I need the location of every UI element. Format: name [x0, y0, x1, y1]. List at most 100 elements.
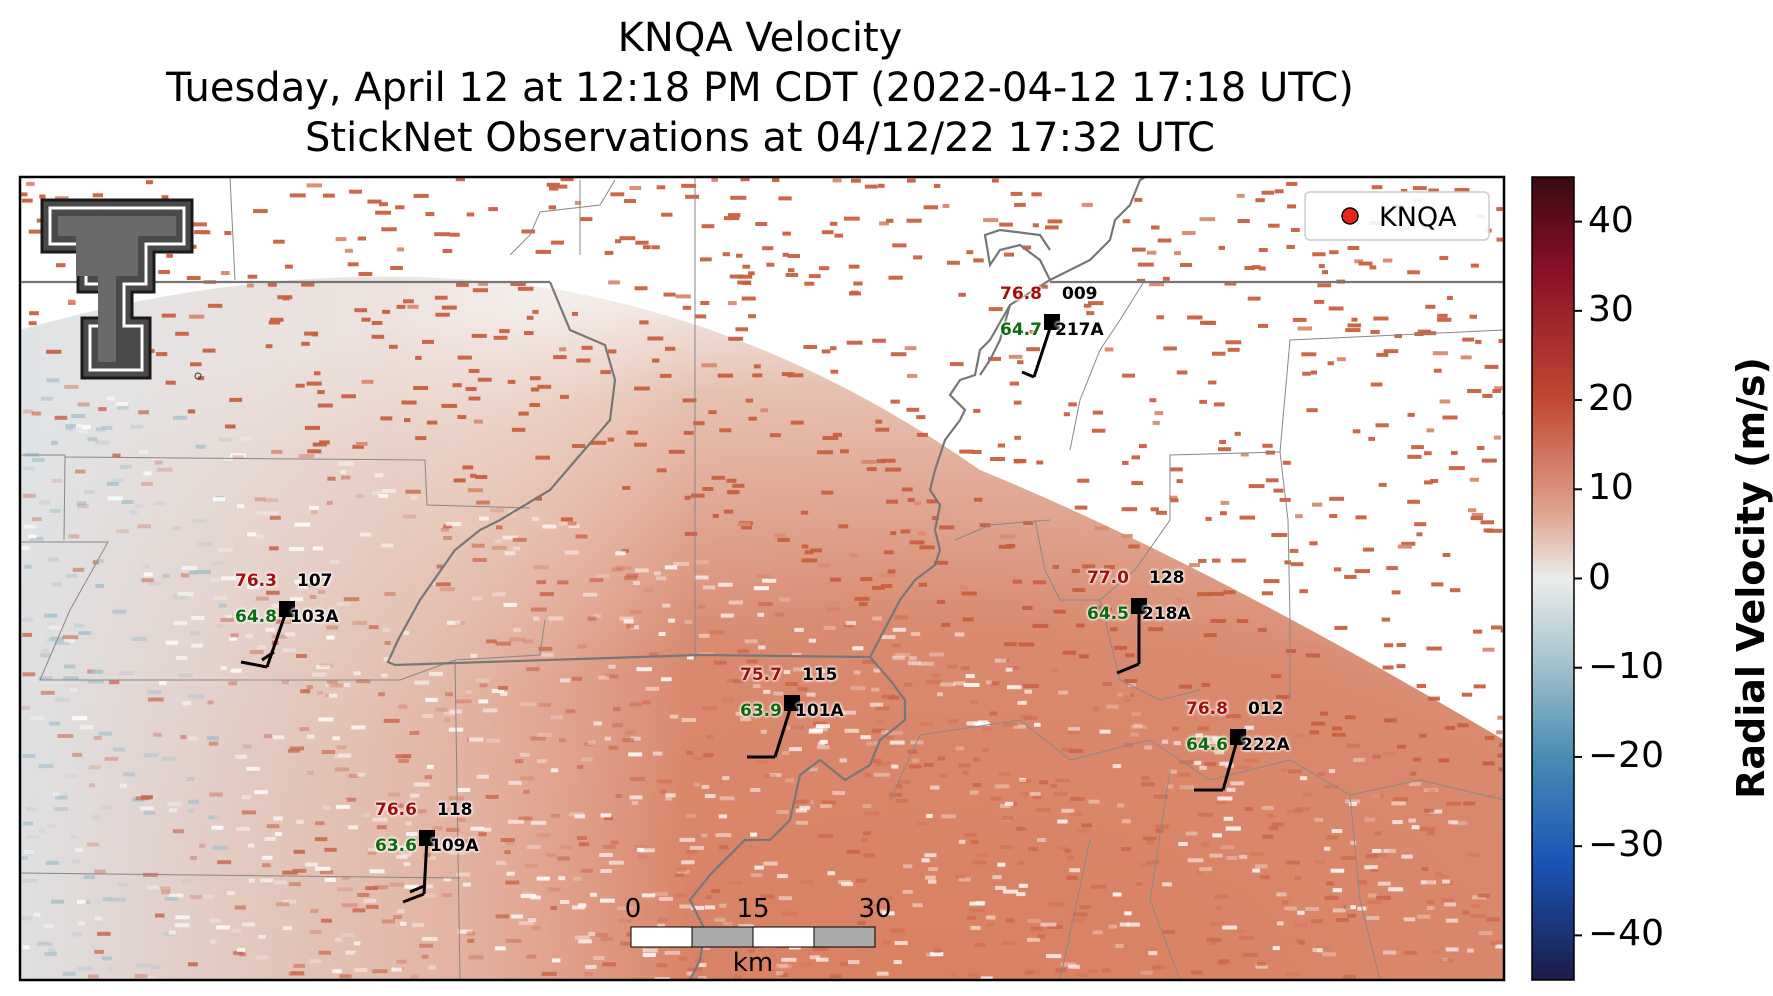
velocity-pixel [1052, 565, 1059, 569]
velocity-pixel [1280, 768, 1288, 773]
velocity-pixel [876, 459, 886, 464]
velocity-pixel [838, 524, 849, 529]
velocity-pixel [217, 623, 224, 628]
velocity-pixel [753, 684, 761, 688]
velocity-pixel [29, 311, 39, 316]
velocity-pixel [777, 874, 788, 879]
velocity-pixel [332, 736, 340, 741]
velocity-pixel [20, 916, 32, 921]
velocity-pixel [230, 668, 242, 673]
velocity-pixel [1467, 948, 1474, 953]
velocity-pixel [1016, 892, 1026, 897]
station-id: 128 [1149, 568, 1185, 588]
velocity-pixel [51, 899, 64, 904]
velocity-pixel [119, 783, 128, 788]
velocity-pixel [1444, 902, 1456, 907]
velocity-pixel [375, 210, 391, 215]
velocity-pixel [262, 863, 271, 868]
velocity-pixel [1330, 868, 1345, 873]
velocity-pixel [112, 609, 127, 614]
velocity-pixel [1274, 189, 1284, 194]
velocity-pixel [326, 679, 338, 684]
velocity-pixel [732, 679, 745, 684]
velocity-pixel [886, 499, 898, 504]
velocity-pixel [1161, 739, 1169, 744]
velocity-pixel [20, 545, 30, 550]
velocity-pixel [1218, 961, 1227, 966]
velocity-pixel [1401, 854, 1413, 859]
velocity-pixel [1317, 283, 1332, 288]
velocity-pixel [1317, 772, 1325, 777]
velocity-pixel [580, 868, 593, 873]
velocity-pixel [522, 891, 534, 896]
velocity-pixel [1017, 360, 1024, 365]
velocity-pixel [531, 516, 540, 521]
velocity-pixel [718, 814, 727, 819]
velocity-pixel [876, 971, 889, 976]
velocity-pixel [139, 450, 149, 454]
velocity-pixel [976, 722, 991, 726]
velocity-pixel [1231, 558, 1246, 563]
velocity-pixel [1181, 231, 1196, 235]
velocity-pixel [974, 497, 983, 502]
velocity-pixel [1344, 574, 1357, 579]
velocity-pixel [1226, 787, 1236, 792]
velocity-pixel [997, 862, 1006, 867]
velocity-pixel [804, 550, 814, 555]
velocity-pixel [715, 833, 732, 838]
velocity-pixel [596, 573, 610, 578]
velocity-pixel [372, 817, 388, 822]
velocity-pixel [1237, 929, 1247, 934]
velocity-pixel [191, 518, 207, 523]
velocity-pixel [1367, 893, 1377, 898]
velocity-pixel [806, 692, 816, 697]
velocity-pixel [494, 539, 503, 544]
velocity-pixel [172, 526, 181, 531]
velocity-pixel [209, 792, 223, 797]
velocity-pixel [762, 578, 777, 583]
velocity-pixel [973, 408, 981, 413]
velocity-pixel [548, 205, 557, 210]
velocity-pixel [617, 906, 633, 911]
velocity-pixel [247, 274, 258, 279]
velocity-pixel [1136, 278, 1146, 283]
velocity-pixel [1094, 526, 1109, 531]
velocity-pixel [1306, 408, 1318, 413]
velocity-pixel [676, 869, 690, 874]
velocity-pixel [51, 440, 58, 445]
velocity-pixel [1162, 882, 1172, 887]
velocity-pixel [832, 178, 842, 183]
velocity-pixel [1023, 520, 1034, 525]
velocity-pixel [273, 735, 285, 740]
velocity-pixel [599, 898, 615, 903]
velocity-pixel [113, 747, 125, 752]
station-dewpoint: 64.5 [1087, 604, 1129, 624]
velocity-pixel [1066, 875, 1078, 880]
velocity-pixel [365, 886, 378, 891]
velocity-pixel [1157, 238, 1172, 243]
velocity-pixel [312, 546, 324, 551]
velocity-pixel [1205, 740, 1218, 745]
velocity-pixel [801, 544, 809, 549]
velocity-pixel [452, 659, 462, 663]
velocity-pixel [1412, 186, 1427, 191]
velocity-pixel [1136, 882, 1143, 886]
velocity-pixel [537, 384, 552, 389]
velocity-pixel [1071, 569, 1080, 574]
velocity-pixel [1311, 919, 1323, 924]
velocity-pixel [178, 592, 194, 596]
velocity-pixel [284, 632, 296, 637]
velocity-pixel [803, 688, 811, 693]
velocity-pixel [1384, 643, 1394, 648]
velocity-pixel [686, 971, 693, 976]
velocity-pixel [711, 888, 720, 893]
velocity-pixel [537, 732, 552, 737]
velocity-pixel [1068, 749, 1084, 753]
velocity-pixel [1072, 588, 1086, 592]
velocity-pixel [407, 304, 419, 309]
title-line-1: KNQA Velocity [617, 15, 903, 61]
velocity-pixel [1131, 712, 1141, 717]
velocity-pixel [340, 470, 347, 475]
velocity-pixel [1494, 386, 1504, 391]
velocity-pixel [428, 855, 436, 860]
